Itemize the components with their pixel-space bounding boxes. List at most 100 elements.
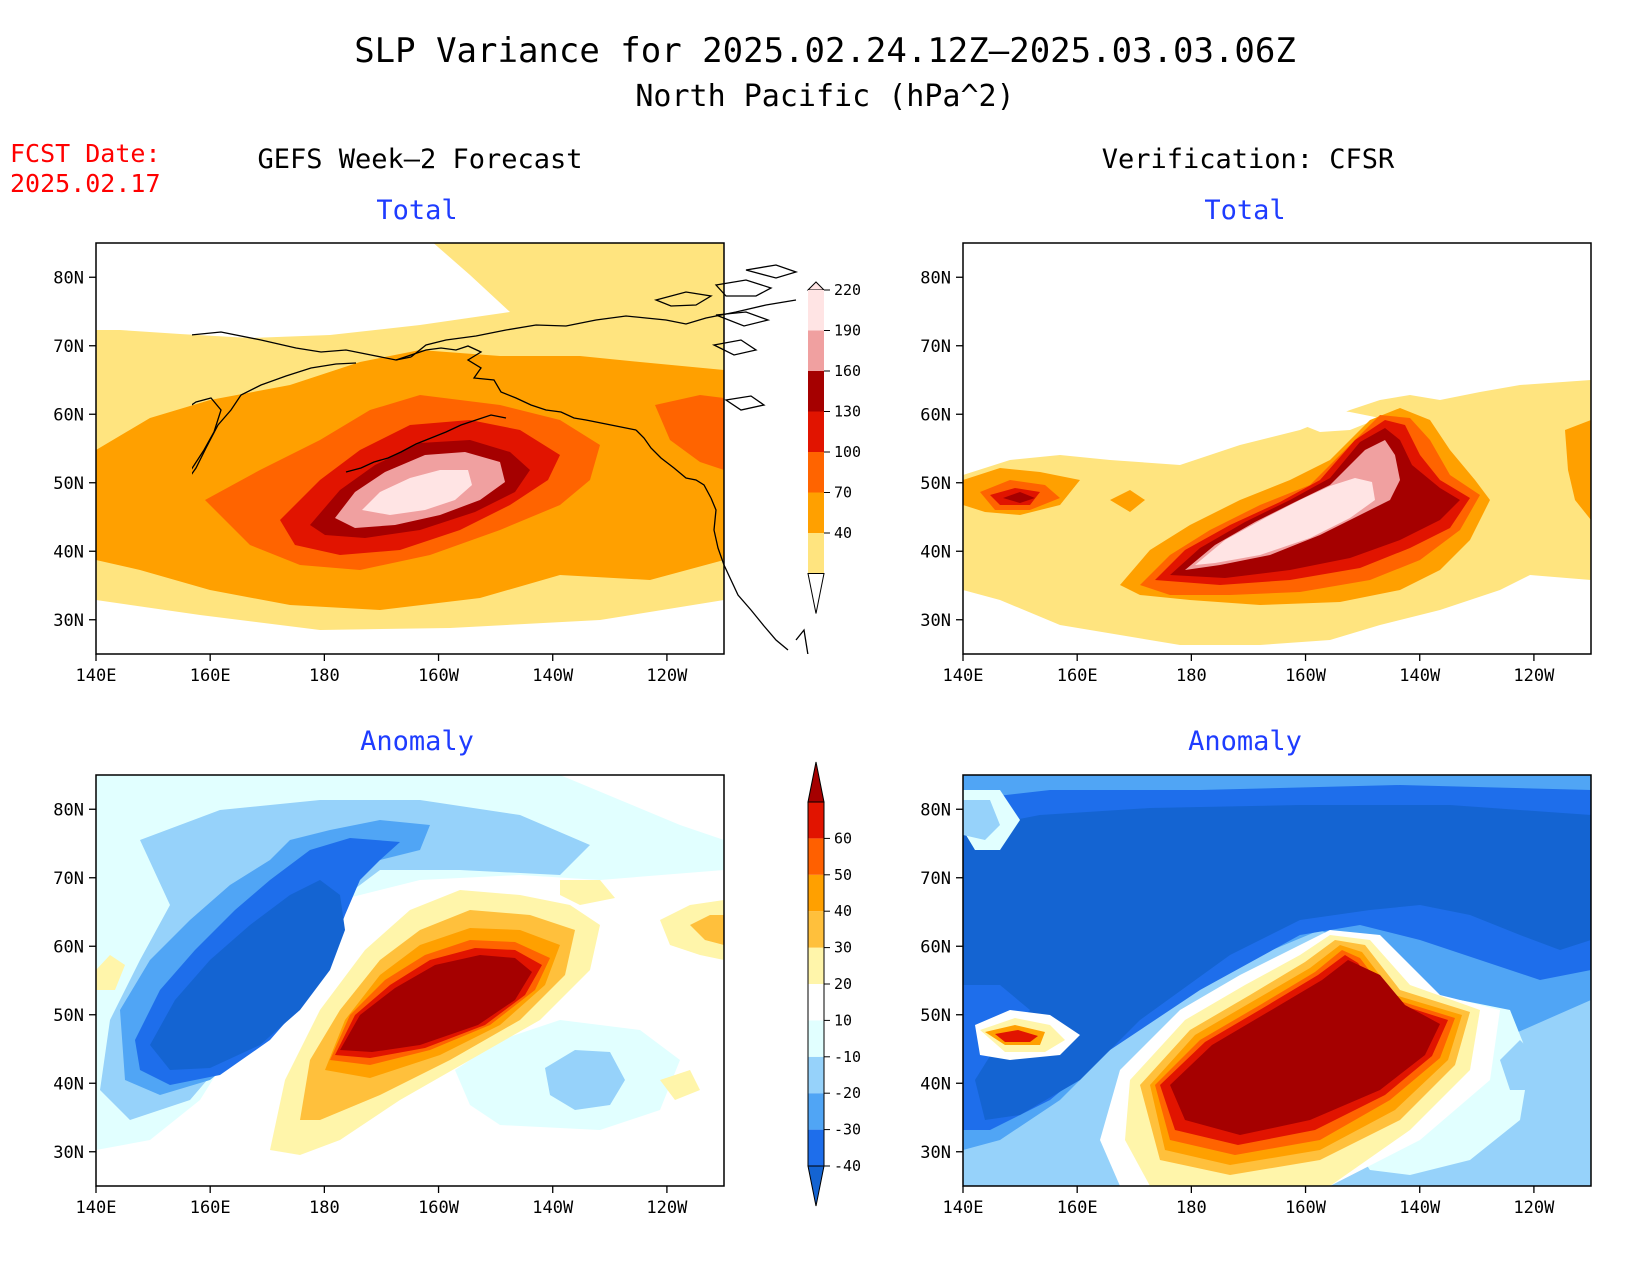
colorbar-anomaly-label: 50 — [834, 866, 852, 884]
lon-tick-label: 140W — [1399, 1198, 1441, 1218]
lon-tick-label: 140E — [76, 666, 117, 686]
lon-tick-label: 160E — [1057, 1198, 1098, 1218]
colorbar-anomaly-label: 20 — [834, 975, 852, 993]
colorbar-anomaly-label: 30 — [834, 939, 852, 957]
colorbar-anomaly-swatch — [808, 984, 824, 1021]
lat-tick-label: 80N — [53, 268, 84, 288]
panel-subtitle-cfsr-anomaly: Anomaly — [1188, 726, 1302, 757]
colorbar-total-label: 190 — [834, 322, 861, 340]
lon-tick-label: 140W — [532, 666, 574, 686]
lon-tick-label: 140E — [76, 1198, 117, 1218]
colorbar-anomaly-label: 60 — [834, 829, 852, 847]
colorbar-total-bottom-arrow — [807, 573, 825, 614]
colorbar-anomaly-label: 40 — [834, 902, 852, 920]
lon-tick-label: 140E — [943, 666, 984, 686]
lat-tick-label: 40N — [920, 1074, 951, 1094]
lon-tick-label: 140W — [1399, 666, 1441, 686]
lon-tick-label: 120W — [1513, 666, 1555, 686]
lat-tick-label: 50N — [920, 1006, 951, 1026]
colorbar-anomaly-swatch — [808, 1093, 824, 1130]
fcst-date-label: FCST Date: — [10, 139, 161, 168]
colorbar-total-label: 70 — [834, 484, 852, 502]
lat-tick-label: 40N — [53, 542, 84, 562]
lat-tick-label: 30N — [920, 611, 951, 631]
colorbar-total-swatch — [808, 290, 824, 331]
lon-tick-label: 140W — [532, 1198, 574, 1218]
panel-subtitle-cfsr-total: Total — [1204, 195, 1285, 226]
colorbar-anomaly-top-arrow — [807, 761, 825, 803]
colorbar-anomaly-swatch — [808, 874, 824, 912]
map-cfsr-total — [962, 242, 1592, 655]
lat-tick-label: 70N — [53, 337, 84, 357]
lon-tick-label: 160W — [418, 1198, 460, 1218]
lat-tick-label: 70N — [920, 869, 951, 889]
colorbar-total-top-arrow — [806, 281, 826, 291]
map-cfsr-anomaly — [962, 774, 1592, 1187]
lat-tick-label: 80N — [53, 800, 84, 820]
colorbar-total-label: 40 — [834, 524, 852, 542]
colorbar-anomaly: -40 -30 -20 -10 10 20 30 40 50 60 — [807, 761, 861, 1207]
lon-tick-label: 160W — [418, 666, 460, 686]
colorbar-anomaly-swatch — [808, 1056, 824, 1094]
colorbar-anomaly-swatch — [808, 911, 824, 948]
colorbar-anomaly-label: -20 — [834, 1084, 861, 1102]
lon-tick-label: 140E — [943, 1198, 984, 1218]
lat-tick-label: 30N — [920, 1143, 951, 1163]
lat-tick-label: 80N — [920, 268, 951, 288]
colorbar-anomaly-swatch — [808, 947, 824, 984]
left-column-header: GEFS Week–2 Forecast — [257, 144, 582, 175]
colorbar-anomaly-label: 10 — [834, 1011, 852, 1029]
lon-tick-label: 160E — [190, 1198, 231, 1218]
lat-tick-label: 40N — [920, 542, 951, 562]
main-title-line2: North Pacific (hPa^2) — [635, 79, 1014, 114]
colorbar-anomaly-bottom-arrow — [807, 1165, 825, 1207]
colorbar-total-label: 160 — [834, 362, 861, 380]
lon-tick-label: 180 — [309, 1198, 340, 1218]
colorbar-anomaly-swatch — [808, 838, 824, 875]
colorbar-anomaly-swatch — [808, 1020, 824, 1057]
colorbar-total-swatch — [808, 452, 824, 493]
colorbar-anomaly-swatch — [808, 1129, 824, 1166]
axes-layer: 140E 160E 180 160W 140W 120W 80N 70N 60N 50N 40N 30… — [53, 268, 1555, 1218]
main-title-line1: SLP Variance for 2025.02.24.12Z–2025.03.… — [354, 31, 1296, 71]
lon-tick-label: 120W — [646, 1198, 688, 1218]
colorbar-anomaly-label: -40 — [834, 1157, 861, 1175]
colorbar-total: 40 70 100 130 160 190 220 — [806, 281, 861, 614]
lat-tick-label: 60N — [53, 937, 84, 957]
lon-tick-label: 160E — [190, 666, 231, 686]
lon-tick-label: 180 — [1176, 1198, 1207, 1218]
lat-tick-label: 60N — [53, 405, 84, 425]
lat-tick-label: 30N — [53, 611, 84, 631]
colorbar-total-label: 220 — [834, 281, 861, 299]
map-forecast-total — [95, 242, 809, 655]
lat-tick-label: 70N — [53, 869, 84, 889]
map-forecast-anomaly — [95, 774, 725, 1187]
right-column-header: Verification: CFSR — [1102, 144, 1395, 175]
lat-tick-label: 30N — [53, 1143, 84, 1163]
colorbar-anomaly-swatch — [808, 802, 824, 839]
lon-tick-label: 180 — [309, 666, 340, 686]
colorbar-anomaly-label: -10 — [834, 1048, 861, 1066]
fcst-date-value: 2025.02.17 — [10, 169, 161, 198]
lat-tick-label: 70N — [920, 337, 951, 357]
colorbar-anomaly-label: -30 — [834, 1121, 861, 1139]
lon-tick-label: 160E — [1057, 666, 1098, 686]
lon-tick-label: 160W — [1285, 666, 1327, 686]
lat-tick-label: 60N — [920, 937, 951, 957]
lat-tick-label: 60N — [920, 405, 951, 425]
colorbar-total-swatch — [808, 371, 824, 412]
lat-tick-label: 40N — [53, 1074, 84, 1094]
lat-tick-label: 80N — [920, 800, 951, 820]
lat-tick-label: 50N — [920, 474, 951, 494]
panel-subtitle-forecast-total: Total — [376, 195, 457, 226]
panel-subtitle-forecast-anomaly: Anomaly — [360, 726, 474, 757]
lon-tick-label: 180 — [1176, 666, 1207, 686]
colorbar-total-swatch — [808, 492, 824, 533]
lon-tick-label: 120W — [646, 666, 688, 686]
colorbar-total-swatch — [808, 330, 824, 371]
lat-tick-label: 50N — [53, 474, 84, 494]
lon-tick-label: 120W — [1513, 1198, 1555, 1218]
lon-tick-label: 160W — [1285, 1198, 1327, 1218]
colorbar-total-label: 100 — [834, 443, 861, 461]
